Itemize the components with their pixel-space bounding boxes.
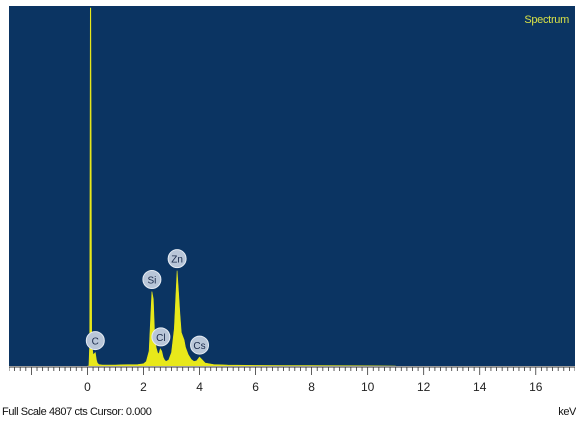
x-axis: 0 2 4 6 8 10 12 14 16 (9, 366, 575, 404)
x-tick-label: 12 (417, 380, 431, 394)
x-tick-label: 6 (252, 380, 259, 394)
peak-label-text: Si (147, 276, 156, 287)
peak-label-si[interactable]: Si (142, 270, 162, 290)
spectrum-trace (87, 7, 396, 366)
x-tick-label: 4 (196, 380, 203, 394)
x-tick-label: 2 (140, 380, 147, 394)
status-bar: Full Scale 4807 cts Cursor: 0.000 keV (0, 405, 576, 424)
spectrum-plot-area[interactable]: C Si Cl Zn Cs Spectrum (9, 6, 575, 366)
peak-label-cs[interactable]: Cs (190, 335, 210, 355)
x-tick-label: 14 (473, 380, 487, 394)
spectrum-title: Spectrum (524, 14, 569, 26)
unit-label: keV (558, 406, 576, 418)
peak-label-cl[interactable]: Cl (151, 327, 171, 347)
full-scale-readout: Full Scale 4807 cts Cursor: 0.000 (2, 406, 152, 418)
peak-label-text: C (92, 337, 99, 348)
spectrum-chart: C Si Cl Zn Cs (85, 7, 396, 366)
x-tick-label: 10 (361, 380, 375, 394)
x-tick-label: 8 (308, 380, 315, 394)
x-tick-label: 0 (84, 380, 91, 394)
peak-label-text: Cs (193, 341, 205, 352)
peak-label-c[interactable]: C (85, 331, 105, 351)
peak-label-text: Zn (171, 255, 183, 266)
x-tick-label: 16 (529, 380, 543, 394)
peak-label-text: Cl (156, 333, 165, 344)
peak-label-zn[interactable]: Zn (167, 249, 187, 269)
